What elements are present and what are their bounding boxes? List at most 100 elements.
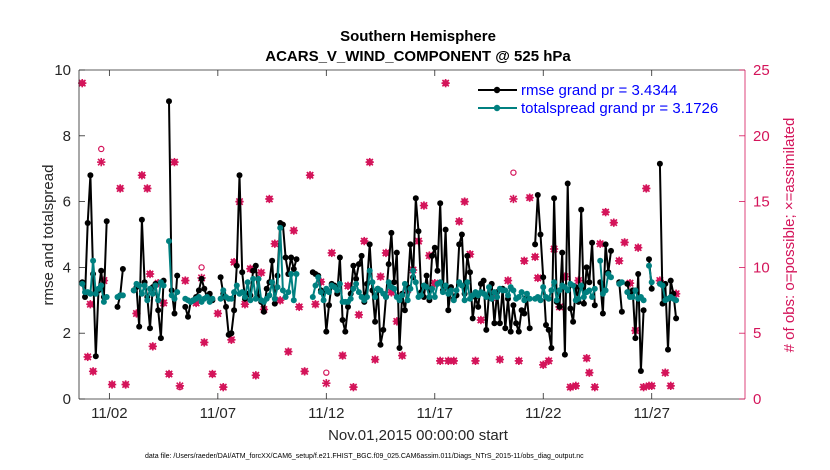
series-point-spread (391, 285, 398, 292)
obs-assimilated-marker (582, 354, 591, 363)
series-point-rmse (483, 326, 490, 333)
series-point-spread (364, 294, 370, 300)
x-tick-label: 11/17 (417, 405, 453, 422)
series-point-spread (228, 295, 235, 302)
series-point-spread (277, 224, 284, 231)
series-point-rmse (236, 172, 243, 179)
obs-assimilated-marker (322, 379, 331, 388)
series-point-rmse (250, 267, 257, 274)
series-point-spread (407, 285, 414, 292)
series-point-spread (648, 279, 655, 286)
series-point-spread (551, 279, 558, 286)
series-point-spread (461, 297, 468, 304)
series-point-spread (494, 294, 501, 300)
series-point-rmse (326, 302, 332, 309)
series-point-rmse (570, 318, 577, 325)
series-point-rmse (239, 269, 246, 276)
series-point-rmse (174, 272, 181, 279)
series-point-rmse (401, 307, 408, 314)
series-point-rmse (385, 261, 392, 268)
series-point-spread (271, 295, 278, 302)
series-point-rmse (233, 262, 240, 269)
series-point-rmse (355, 261, 362, 268)
x-tick-label: 11/27 (633, 405, 669, 422)
x-axis-label: Nov.01,2015 00:00:00 start (328, 427, 509, 444)
series-point-spread (491, 289, 498, 296)
series-point-rmse (458, 231, 465, 238)
series-point-rmse (551, 195, 558, 202)
obs-assimilated-marker (590, 382, 599, 392)
obs-assimilated-marker (365, 157, 374, 167)
obs-assimilated-marker (257, 268, 266, 277)
series-point-spread (488, 295, 495, 302)
obs-assimilated-marker (107, 380, 117, 389)
obs-assimilated-marker (566, 382, 575, 392)
series-point-spread (502, 287, 509, 294)
series-point-rmse (589, 239, 596, 246)
series-point-spread (570, 282, 577, 289)
obs-assimilated-marker (520, 256, 529, 265)
y2-tick-label: 20 (753, 128, 770, 145)
series-point-rmse (578, 206, 585, 213)
series-point-rmse (136, 323, 143, 330)
series-point-spread (396, 297, 403, 304)
obs-assimilated-marker (311, 300, 320, 309)
series-point-rmse (407, 241, 414, 248)
obs-assimilated-marker (601, 207, 610, 217)
legend-spread-marker (493, 104, 501, 112)
series-point-spread (92, 290, 99, 297)
obs-assimilated-marker (137, 171, 147, 180)
x-tick-label: 11/22 (525, 405, 561, 422)
series-point-spread (136, 282, 143, 289)
series-point-spread (255, 275, 262, 282)
obs-assimilated-marker (642, 184, 651, 193)
obs-assimilated-marker (227, 335, 236, 344)
series-point-rmse (98, 267, 105, 274)
series-point-rmse (263, 285, 270, 292)
obs-assimilated-marker (208, 369, 217, 379)
series-point-spread (369, 279, 376, 286)
series-point-rmse (171, 310, 178, 317)
series-point-spread (282, 294, 289, 300)
series-point-spread (315, 274, 322, 281)
series-point-rmse (480, 277, 487, 284)
obs-assimilated-marker (661, 368, 670, 377)
series-point-spread (624, 289, 631, 296)
series-point-spread (385, 279, 392, 286)
series-point-spread (350, 285, 357, 292)
obs-assimilated-marker (376, 272, 385, 281)
x-tick-label: 11/12 (308, 405, 344, 422)
series-point-spread (247, 297, 254, 304)
series-point-rmse (388, 229, 395, 236)
series-point-rmse (599, 310, 606, 317)
series-point-spread (629, 294, 636, 300)
series-point-spread (312, 282, 319, 289)
obs-assimilated-marker (530, 252, 540, 262)
obs-assimilated-marker (145, 269, 155, 279)
legend: rmse grand pr = 3.4344 totalspread grand… (478, 82, 718, 117)
series-point-rmse (548, 345, 555, 351)
series-point-rmse (637, 368, 644, 374)
series-point-spread (548, 287, 555, 294)
series-point-spread (602, 287, 609, 294)
obs-assimilated-marker (354, 310, 364, 319)
obs-assimilated-marker (164, 369, 174, 379)
series-point-rmse (673, 315, 680, 322)
series-point-spread (524, 290, 530, 297)
legend-rmse-marker (493, 86, 501, 94)
series-point-spread (540, 284, 547, 291)
series-point-rmse (87, 172, 94, 179)
series-point-spread (279, 287, 286, 294)
series-point-rmse (288, 254, 295, 261)
series-point-rmse (602, 241, 609, 248)
series-point-rmse (586, 279, 593, 286)
legend-spread-label: totalspread grand pr = 3.1726 (521, 100, 718, 117)
obs-assimilated-marker (143, 184, 152, 193)
series-point-rmse (513, 320, 520, 327)
series-point-spread (98, 282, 105, 289)
series-spread (79, 224, 680, 305)
series-point-spread (429, 285, 436, 292)
series-point-rmse (667, 277, 674, 284)
series-point-rmse (380, 326, 387, 333)
series-point-spread (578, 282, 585, 289)
